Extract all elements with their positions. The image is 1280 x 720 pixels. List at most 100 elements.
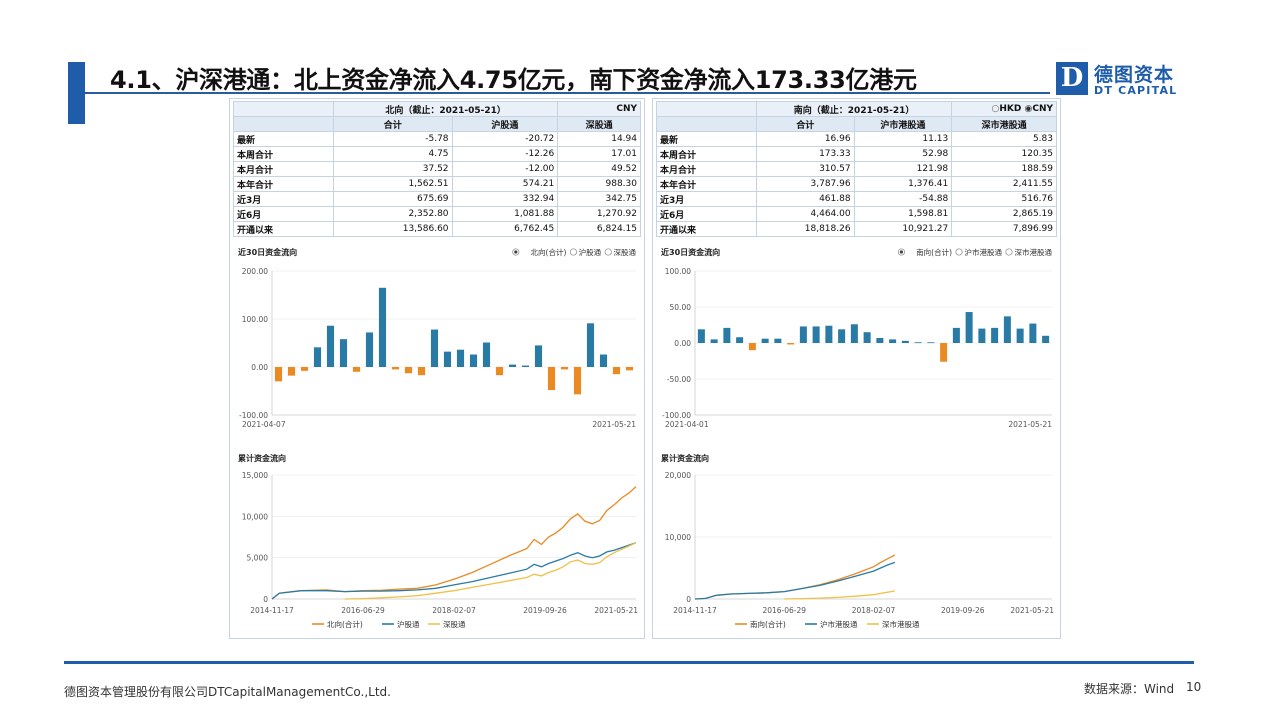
- bar: [889, 339, 897, 343]
- legend-label: 深市港股通: [882, 619, 920, 629]
- cell: 121.98: [853, 161, 953, 177]
- table-row: 近3月 461.88 -54.88 516.76: [656, 191, 1057, 207]
- cell: 516.76: [951, 191, 1057, 207]
- row-label: 开通以来: [656, 221, 757, 237]
- y-tick-label: 0.00: [674, 339, 691, 348]
- bar: [365, 332, 374, 367]
- bar: [914, 342, 922, 344]
- bar: [287, 367, 296, 376]
- row-label: 近3月: [656, 191, 757, 207]
- north-unit: CNY: [557, 101, 641, 117]
- x-tick-label: 2021-04-07: [242, 420, 286, 429]
- cell: 14.94: [557, 131, 641, 147]
- bar: [482, 342, 491, 367]
- north-col-header: 沪股通: [451, 116, 559, 132]
- series-line: [694, 561, 896, 600]
- north-col-header: 合计: [333, 116, 453, 132]
- y-tick-label: 10,000: [242, 512, 268, 521]
- north-cumulative-line-chart: 累计资金流向 0 5,000 10,000 15,000 2014-11-17 2016-0…: [238, 453, 638, 629]
- company-logo: D 德图资本 DT CAPITAL: [1056, 60, 1186, 100]
- x-tick-label: 2014-11-17: [250, 606, 294, 615]
- bar: [573, 367, 582, 395]
- chart-title: 累计资金流向: [238, 453, 286, 463]
- y-tick-label: 15,000: [242, 471, 268, 480]
- south-header-empty: [656, 116, 757, 132]
- bar: [443, 351, 452, 367]
- x-tick-label: 2016-06-29: [762, 606, 806, 615]
- south-col-header: 深市港股通: [951, 116, 1057, 132]
- table-row: 近3月 675.69 332.94 342.75: [233, 191, 641, 207]
- radio-button: [1005, 248, 1013, 256]
- radio-label: 北向(合计): [531, 247, 567, 257]
- cell: 11.13: [853, 131, 953, 147]
- bar: [927, 342, 935, 344]
- bar: [1029, 323, 1037, 343]
- cell: -5.78: [333, 131, 453, 147]
- unit-label: HKD: [999, 104, 1022, 114]
- footer-divider: [64, 661, 1194, 664]
- cell: 3,787.96: [756, 176, 855, 192]
- title-accent-bar: [68, 62, 85, 124]
- logo-text-cn: 德图资本: [1094, 64, 1175, 86]
- bar: [326, 325, 335, 367]
- legend-label: 南向(合计): [750, 619, 786, 629]
- bar: [1016, 328, 1024, 343]
- radio-button: [569, 248, 577, 256]
- cell: -12.00: [451, 161, 559, 177]
- radio-label: 深股通: [614, 247, 637, 257]
- south-panel: 南向（截止：2021-05-21） ○HKD ◉CNY 合计 沪市港股通 深市港…: [652, 98, 1061, 639]
- bar: [469, 354, 478, 367]
- bar: [586, 323, 595, 367]
- row-label: 本月合计: [656, 161, 757, 177]
- south-unit-toggle[interactable]: ○HKD ◉CNY: [951, 101, 1057, 117]
- bar: [378, 287, 387, 367]
- cell: 574.21: [451, 176, 559, 192]
- radio-button: [604, 248, 612, 256]
- bar: [825, 325, 833, 343]
- row-label: 最新: [233, 131, 334, 147]
- bar: [508, 364, 517, 367]
- row-label: 本周合计: [656, 146, 757, 162]
- bar: [560, 367, 569, 370]
- footer-source: 数据来源：Wind: [1084, 682, 1175, 696]
- unit-radio-hkd[interactable]: ○: [991, 104, 1000, 114]
- south-table-corner: [656, 101, 757, 117]
- table-row: 最新 16.96 11.13 5.83: [656, 131, 1057, 147]
- bar: [991, 327, 999, 343]
- table-row: 开通以来 13,586.60 6,762.45 6,824.15: [233, 221, 641, 237]
- legend-label: 沪市港股通: [820, 619, 858, 629]
- y-tick-label: -50.00: [667, 375, 691, 384]
- x-tick-label: 2018-02-07: [852, 606, 896, 615]
- y-tick-label: 5,000: [247, 554, 269, 563]
- y-tick-label: 100.00: [665, 267, 691, 276]
- cell: 1,598.81: [853, 206, 953, 222]
- north-table: 北向（截止：2021-05-21） CNY 合计 沪股通 深股通 最新 -5.78…: [233, 101, 641, 237]
- radio-label: 沪股通: [579, 247, 602, 257]
- cell: 2,352.80: [333, 206, 453, 222]
- bar: [456, 349, 465, 367]
- south-col-header: 沪市港股通: [853, 116, 953, 132]
- radio-dot: [899, 250, 903, 254]
- bar: [838, 329, 846, 343]
- bar: [710, 339, 718, 343]
- bar: [534, 345, 543, 367]
- bar: [952, 327, 960, 343]
- cell: 342.75: [557, 191, 641, 207]
- table-row: 最新 -5.78 -20.72 14.94: [233, 131, 641, 147]
- bar: [978, 328, 986, 343]
- chart-title: 近30日资金流向: [238, 247, 297, 257]
- unit-radio-cny[interactable]: ◉: [1024, 104, 1033, 114]
- bar: [748, 343, 756, 351]
- bar: [850, 324, 858, 343]
- series-line: [271, 542, 637, 600]
- y-tick-label: 100.00: [242, 315, 268, 324]
- bar: [391, 367, 400, 370]
- bar: [940, 343, 948, 362]
- y-tick-label: 50.00: [670, 303, 692, 312]
- bar: [863, 332, 871, 343]
- bar: [1003, 316, 1011, 343]
- cell: 173.33: [756, 146, 855, 162]
- row-label: 本年合计: [656, 176, 757, 192]
- cell: 17.01: [557, 146, 641, 162]
